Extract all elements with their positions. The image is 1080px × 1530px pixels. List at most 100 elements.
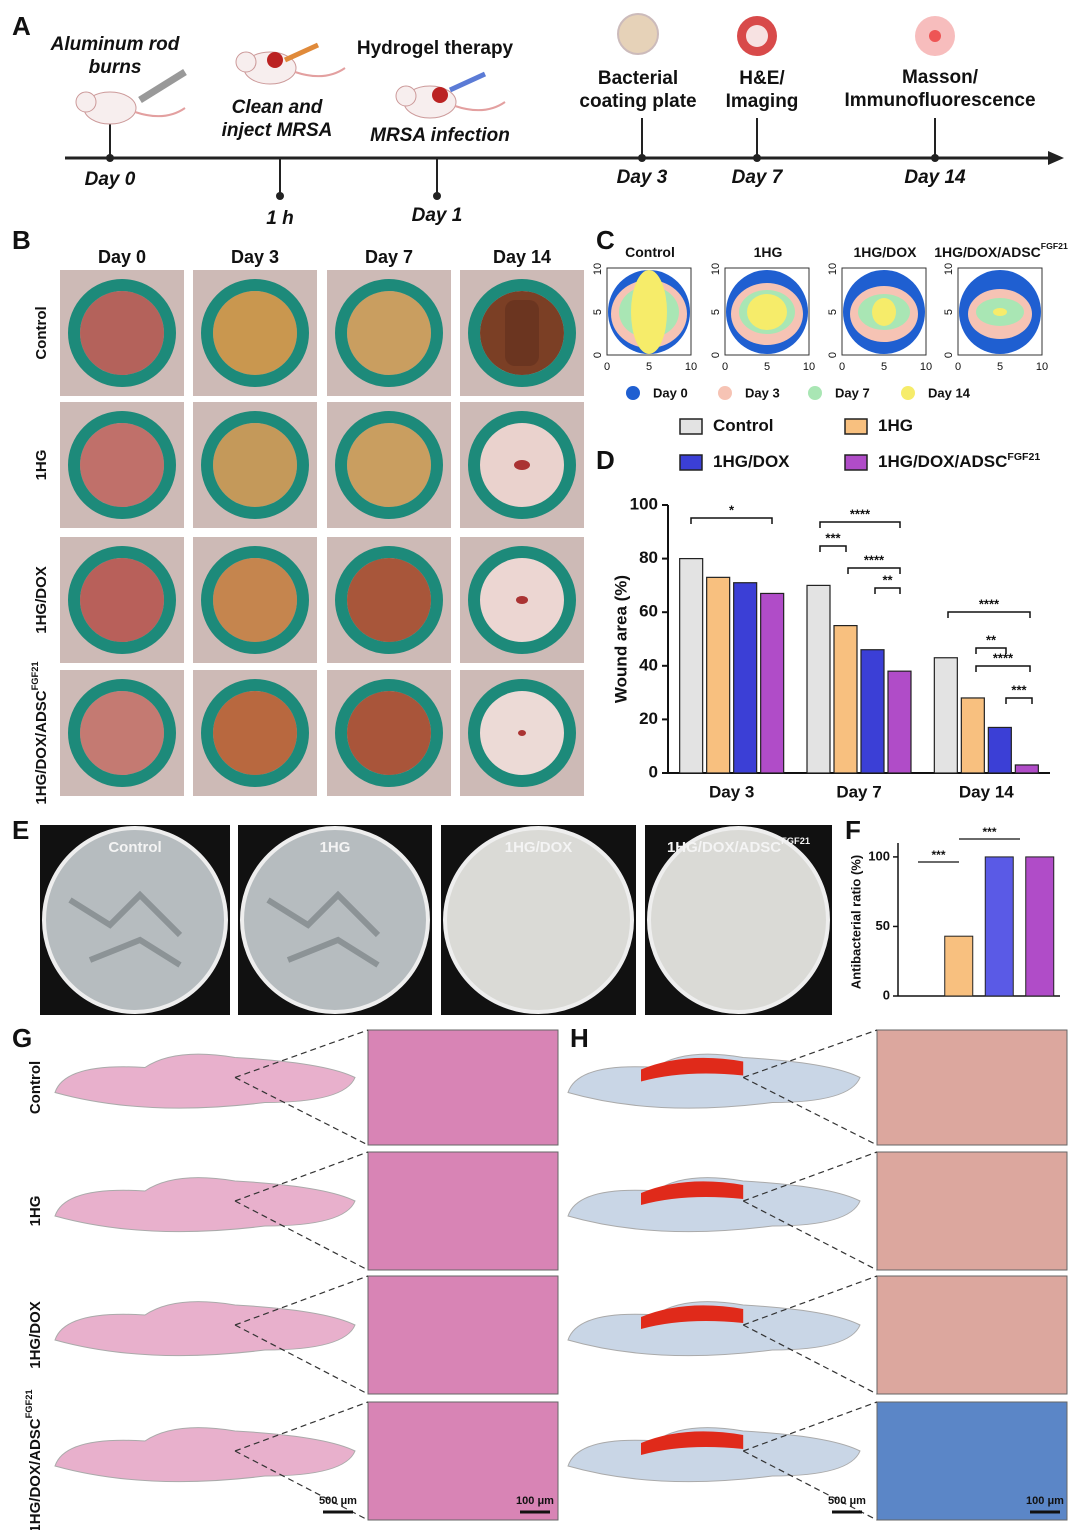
wound-bed [80, 558, 164, 642]
zoom-guide [234, 1401, 369, 1521]
zoom-image [367, 1401, 559, 1521]
scab [505, 300, 539, 366]
event-dot [276, 192, 284, 200]
wound-bed [213, 691, 297, 775]
row-label: 1HG [27, 1196, 44, 1227]
event-dot [638, 154, 646, 162]
wound-bed [213, 423, 297, 507]
event-label: MRSA infection [370, 125, 510, 146]
wound-spot [267, 52, 283, 68]
sig-bracket [874, 587, 901, 594]
scab [518, 730, 526, 736]
zoom-guide [234, 1029, 369, 1146]
bar [933, 657, 958, 774]
silicone-ring [335, 411, 443, 519]
row-label: 1HG/DOX/ADSCFGF21 [24, 1389, 44, 1530]
map-x-tick: 0 [722, 361, 728, 373]
zoom-image [876, 1151, 1068, 1271]
x-tick-label: Day 7 [836, 782, 881, 801]
y-tick-label: 0 [883, 987, 890, 1002]
sig-bracket [947, 611, 1031, 618]
row-label-main: 1HG/DOX [27, 1301, 44, 1369]
legend-label: Day 14 [928, 385, 971, 400]
sig-bracket [819, 521, 901, 528]
legend-label: 1HG [878, 416, 913, 435]
wound-bed [80, 691, 164, 775]
contour-day14 [747, 294, 787, 330]
legend-swatch [679, 454, 703, 471]
timeline-arrow [1048, 151, 1064, 165]
panel-letter: D [596, 445, 615, 475]
row-label-main: 1HG/DOX/ADSC [27, 1418, 44, 1530]
row-label-main: 1HG/DOX/ADSC [33, 690, 50, 804]
wound-bed [347, 691, 431, 775]
map-title: 1HG/DOX [853, 244, 917, 260]
zoom-guide [742, 1151, 878, 1271]
bar [944, 935, 974, 997]
silicone-ring [68, 679, 176, 787]
bar [733, 582, 758, 774]
sig-bracket [1005, 697, 1033, 704]
bar [833, 624, 858, 774]
legend-label-main: 1HG/DOX/ADSC [878, 452, 1007, 471]
event-label: burns [89, 57, 142, 78]
map-x-tick: 10 [803, 361, 815, 373]
legend-swatch [844, 418, 868, 435]
collagen-red [641, 1181, 744, 1205]
agar-plate [240, 826, 430, 1014]
silicone-ring [468, 279, 576, 387]
map-y-tick: 0 [943, 352, 955, 358]
bar [984, 856, 1014, 997]
agar-plate [42, 826, 228, 1014]
map-title-sup: FGF21 [1041, 241, 1068, 251]
scale-bar-label: 500 μm [828, 1495, 866, 1507]
row-label: 1HG/DOX [27, 1301, 44, 1369]
plate-label-main: 1HG/DOX [505, 839, 573, 856]
map-title: Control [625, 244, 675, 260]
legend-dot [901, 386, 915, 400]
event-dot [753, 154, 761, 162]
contour-day14 [872, 298, 896, 326]
event-time: Day 7 [732, 167, 784, 188]
event-dot [931, 154, 939, 162]
map-y-tick: 10 [827, 263, 839, 275]
map-x-tick: 5 [764, 361, 770, 373]
tissue-section [567, 1301, 861, 1357]
zoom-image [367, 1151, 559, 1271]
wound-bed [347, 558, 431, 642]
event-label: inject MRSA [222, 120, 333, 141]
silicone-ring [201, 411, 309, 519]
day-header: Day 0 [98, 247, 146, 267]
sig-bracket [975, 665, 1031, 672]
scale-bar-label: 100 μm [516, 1495, 554, 1507]
mouse-tail [294, 67, 346, 78]
agar-plate [443, 826, 634, 1014]
sig-label: * [729, 502, 735, 517]
event-time: 1 h [266, 208, 293, 229]
plate-label: 1HG/DOX [505, 839, 573, 856]
row-label: 1HG/DOX [33, 566, 50, 634]
bar [806, 584, 831, 774]
panel-letter: A [12, 11, 31, 41]
tissue-section [567, 1427, 861, 1483]
event-label: Bacterial [598, 68, 678, 89]
bar [706, 576, 731, 774]
row-label: 1HG [33, 450, 50, 481]
mouse-tail [134, 107, 186, 118]
map-title-main: 1HG/DOX/ADSC [934, 244, 1041, 260]
event-label: Masson/ [902, 67, 979, 88]
legend-label: Day 7 [835, 385, 870, 400]
tissue-section [54, 1177, 356, 1233]
plate-label-main: 1HG/DOX/ADSC [667, 839, 781, 856]
silicone-ring [468, 411, 576, 519]
map-x-tick: 0 [604, 361, 610, 373]
contour-day14 [631, 270, 667, 354]
legend-label: Control [713, 416, 773, 435]
silicone-ring [201, 546, 309, 654]
map-y-tick: 5 [827, 309, 839, 315]
event-dot [106, 154, 114, 162]
sig-bracket [690, 517, 773, 524]
silicone-ring [468, 679, 576, 787]
wound-bed [80, 291, 164, 375]
